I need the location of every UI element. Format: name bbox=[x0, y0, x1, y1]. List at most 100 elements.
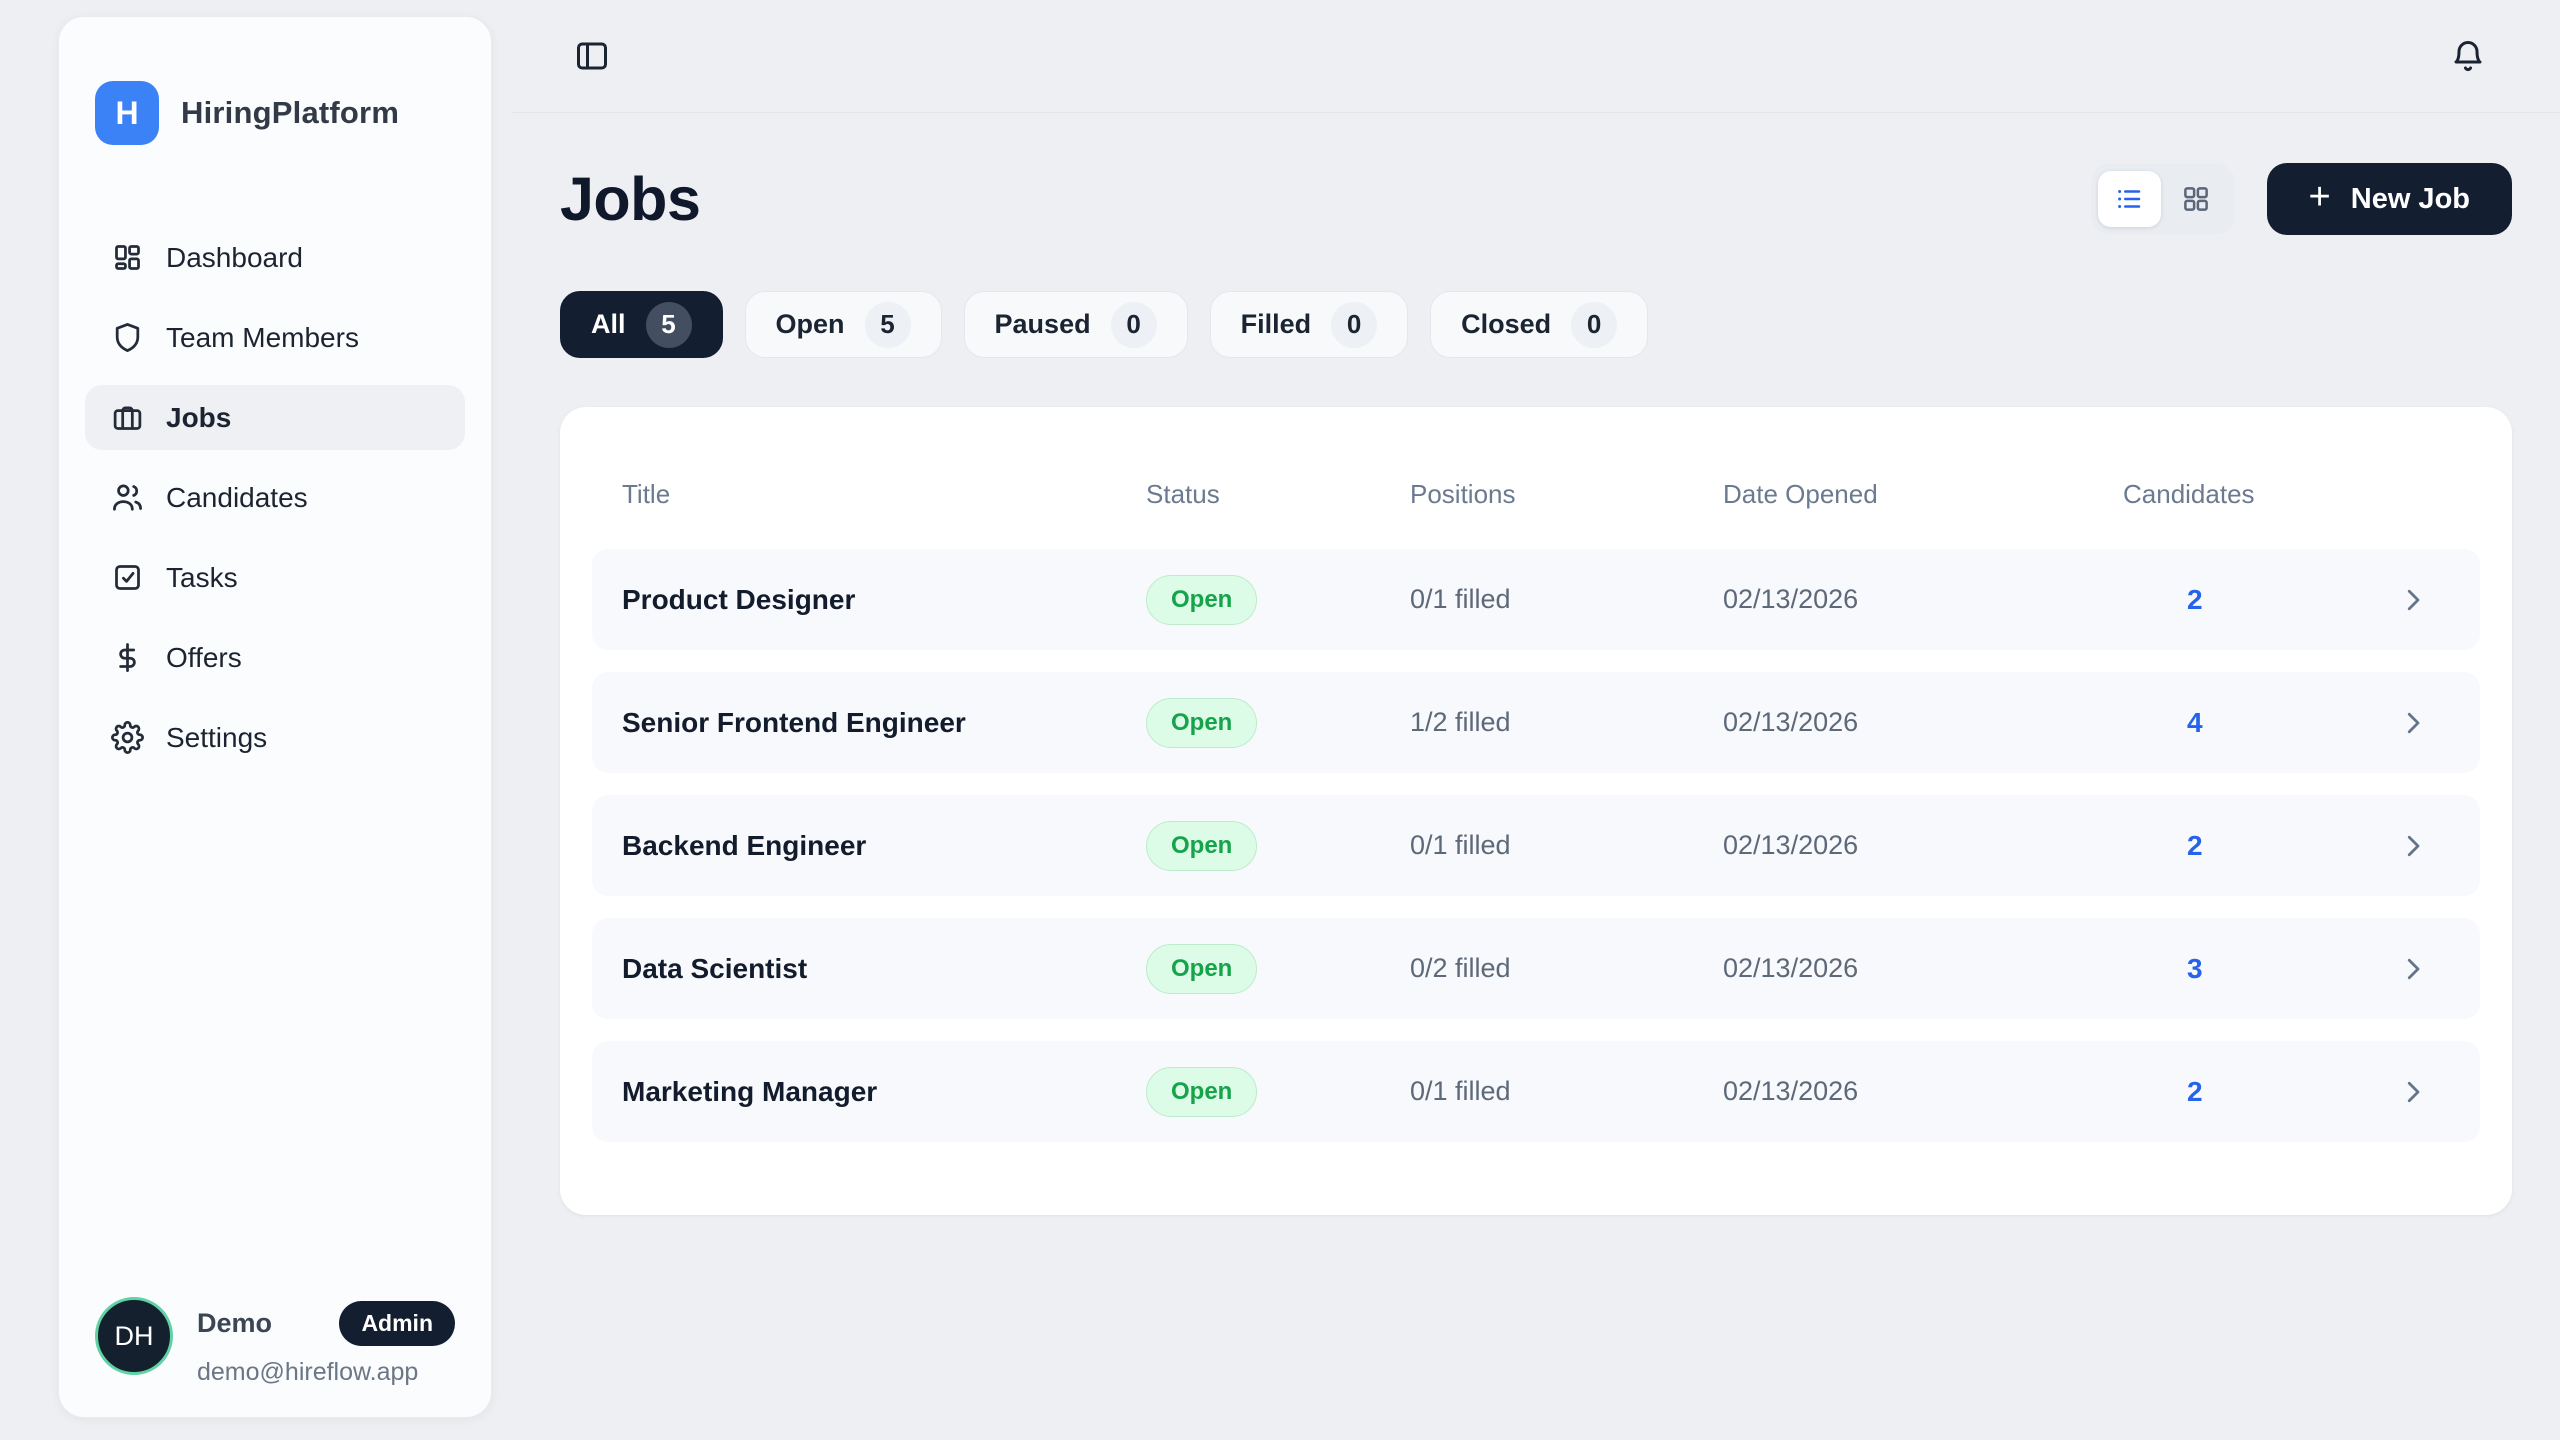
sidebar-item-jobs[interactable]: Jobs bbox=[85, 385, 465, 450]
table-row[interactable]: Product Designer Open 0/1 filled 02/13/2026… bbox=[592, 549, 2480, 650]
candidates-count[interactable]: 2 bbox=[2187, 1075, 2203, 1107]
chevron-right-icon[interactable] bbox=[2363, 1077, 2450, 1107]
brand-logo-icon: H bbox=[95, 81, 159, 145]
filter-tab-closed[interactable]: Closed 0 bbox=[1430, 291, 1649, 358]
positions-filled: 0/1 filled bbox=[1410, 584, 1511, 614]
gear-icon bbox=[111, 721, 144, 754]
chevron-right-icon[interactable] bbox=[2363, 954, 2450, 984]
candidates-count[interactable]: 2 bbox=[2187, 583, 2203, 615]
column-header-positions: Positions bbox=[1410, 478, 1516, 509]
avatar[interactable]: DH bbox=[95, 1297, 173, 1375]
candidates-count[interactable]: 2 bbox=[2187, 829, 2203, 861]
list-view-icon[interactable] bbox=[2097, 171, 2161, 227]
user-footer: DH Demo Admin demo@hireflow.app bbox=[95, 1297, 455, 1387]
dashboard-grid-icon bbox=[111, 241, 144, 274]
sidebar: H HiringPlatform Dashboard Team Members Jo… bbox=[58, 16, 492, 1418]
user-email: demo@hireflow.app bbox=[197, 1358, 419, 1386]
sidebar-item-label: Tasks bbox=[166, 561, 238, 593]
shield-icon bbox=[111, 321, 144, 354]
positions-filled: 1/2 filled bbox=[1410, 707, 1511, 737]
chevron-right-icon[interactable] bbox=[2363, 831, 2450, 861]
dollar-icon bbox=[111, 641, 144, 674]
status-badge: Open bbox=[1146, 820, 1258, 871]
view-toggle bbox=[2090, 164, 2235, 234]
sidebar-item-tasks[interactable]: Tasks bbox=[85, 545, 465, 610]
status-badge: Open bbox=[1146, 943, 1258, 994]
date-opened: 02/13/2026 bbox=[1723, 707, 1859, 737]
status-filter-tabs: All 5 Open 5 Paused 0 Filled 0 Closed 0 bbox=[560, 291, 2512, 358]
sidebar-item-dashboard[interactable]: Dashboard bbox=[85, 225, 465, 290]
column-header-date-opened: Date Opened bbox=[1723, 478, 1878, 509]
filter-tab-all[interactable]: All 5 bbox=[560, 291, 723, 358]
filter-tab-label: Closed bbox=[1461, 309, 1552, 339]
candidates-count[interactable]: 4 bbox=[2187, 706, 2203, 738]
job-title: Backend Engineer bbox=[622, 829, 867, 861]
filter-tab-count: 5 bbox=[864, 301, 911, 348]
job-title: Product Designer bbox=[622, 583, 856, 615]
filter-tab-count: 0 bbox=[1110, 301, 1157, 348]
sidebar-item-label: Dashboard bbox=[166, 241, 303, 273]
users-icon bbox=[111, 481, 144, 514]
filter-tab-count: 5 bbox=[645, 301, 692, 348]
status-badge: Open bbox=[1146, 697, 1258, 748]
table-header: Title Status Positions Date Opened Candidate… bbox=[592, 439, 2480, 549]
filter-tab-label: Open bbox=[775, 309, 845, 339]
task-check-icon bbox=[111, 561, 144, 594]
sidebar-item-label: Settings bbox=[166, 721, 268, 753]
date-opened: 02/13/2026 bbox=[1723, 584, 1859, 614]
job-title: Marketing Manager bbox=[622, 1075, 878, 1107]
status-badge: Open bbox=[1146, 574, 1258, 625]
candidates-count[interactable]: 3 bbox=[2187, 952, 2203, 984]
chevron-right-icon[interactable] bbox=[2363, 585, 2450, 615]
status-badge: Open bbox=[1146, 1066, 1258, 1117]
table-row[interactable]: Backend Engineer Open 0/1 filled 02/13/2026… bbox=[592, 795, 2480, 896]
sidebar-item-team-members[interactable]: Team Members bbox=[85, 305, 465, 370]
sidebar-item-candidates[interactable]: Candidates bbox=[85, 465, 465, 530]
column-header-title: Title bbox=[622, 478, 671, 509]
filter-tab-label: Filled bbox=[1240, 309, 1312, 339]
briefcase-icon bbox=[111, 401, 144, 434]
date-opened: 02/13/2026 bbox=[1723, 1076, 1859, 1106]
content: Jobs bbox=[512, 113, 2560, 1215]
filter-tab-count: 0 bbox=[1571, 301, 1618, 348]
positions-filled: 0/1 filled bbox=[1410, 830, 1511, 860]
sidebar-nav: Dashboard Team Members Jobs Candidates Tasks… bbox=[85, 225, 465, 770]
job-title: Senior Frontend Engineer bbox=[622, 706, 966, 738]
filter-tab-count: 0 bbox=[1331, 301, 1378, 348]
sidebar-item-offers[interactable]: Offers bbox=[85, 625, 465, 690]
positions-filled: 0/2 filled bbox=[1410, 953, 1511, 983]
page-title: Jobs bbox=[560, 165, 701, 233]
user-name: Demo bbox=[197, 1308, 273, 1338]
new-job-button[interactable]: + New Job bbox=[2266, 163, 2512, 235]
plus-icon: + bbox=[2308, 176, 2331, 218]
filter-tab-label: Paused bbox=[994, 309, 1091, 339]
filter-tab-paused[interactable]: Paused 0 bbox=[963, 291, 1188, 358]
table-row[interactable]: Marketing Manager Open 0/1 filled 02/13/202… bbox=[592, 1041, 2480, 1142]
column-header-candidates: Candidates bbox=[2123, 478, 2255, 509]
table-row[interactable]: Data Scientist Open 0/2 filled 02/13/2026 3 bbox=[592, 918, 2480, 1019]
column-header-status: Status bbox=[1146, 478, 1220, 509]
panel-toggle-icon[interactable] bbox=[570, 34, 614, 78]
role-badge: Admin bbox=[339, 1301, 455, 1346]
table-row[interactable]: Senior Frontend Engineer Open 1/2 filled 02… bbox=[592, 672, 2480, 773]
topbar bbox=[512, 0, 2560, 113]
sidebar-item-label: Offers bbox=[166, 641, 242, 673]
jobs-table-card: Title Status Positions Date Opened Candidate… bbox=[560, 407, 2512, 1215]
bell-icon[interactable] bbox=[2446, 34, 2490, 78]
filter-tab-filled[interactable]: Filled 0 bbox=[1209, 291, 1409, 358]
sidebar-item-settings[interactable]: Settings bbox=[85, 705, 465, 770]
job-title: Data Scientist bbox=[622, 952, 808, 984]
sidebar-item-label: Jobs bbox=[166, 401, 232, 433]
grid-view-icon[interactable] bbox=[2165, 171, 2228, 227]
date-opened: 02/13/2026 bbox=[1723, 953, 1859, 983]
main-area: Jobs bbox=[512, 0, 2560, 1440]
chevron-right-icon[interactable] bbox=[2363, 708, 2450, 738]
filter-tab-label: All bbox=[591, 309, 626, 339]
brand: H HiringPlatform bbox=[85, 81, 465, 145]
table-body: Product Designer Open 0/1 filled 02/13/2026… bbox=[592, 549, 2480, 1142]
brand-name: HiringPlatform bbox=[181, 95, 400, 130]
filter-tab-open[interactable]: Open 5 bbox=[744, 291, 942, 358]
date-opened: 02/13/2026 bbox=[1723, 830, 1859, 860]
sidebar-item-label: Team Members bbox=[166, 321, 359, 353]
sidebar-item-label: Candidates bbox=[166, 481, 308, 513]
